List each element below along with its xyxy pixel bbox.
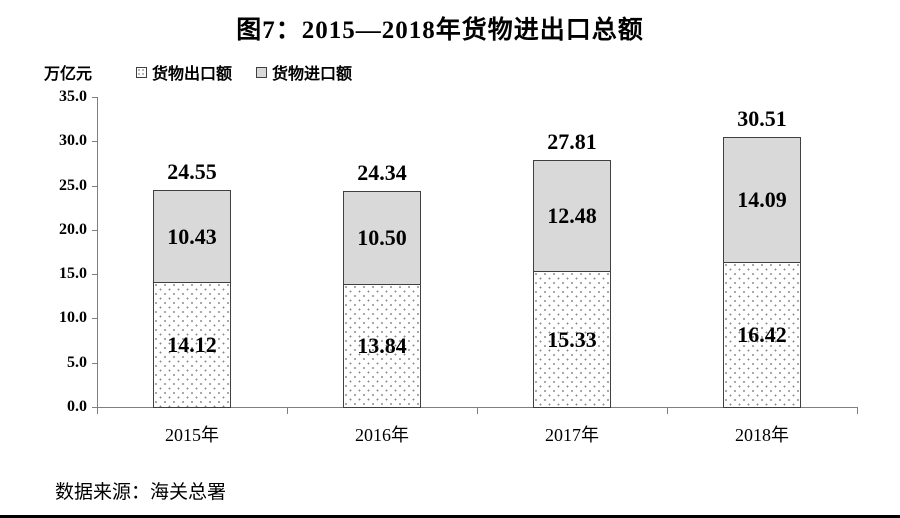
y-axis-tick-label: 30.0 xyxy=(59,132,87,150)
y-axis-tick-label: 10.0 xyxy=(59,309,87,327)
bar-segment-export[interactable]: 15.33 xyxy=(533,271,611,408)
y-axis-tick-label: 25.0 xyxy=(59,176,87,194)
bar-total-label: 27.81 xyxy=(547,129,597,154)
bar-segment-import[interactable]: 10.50 xyxy=(343,191,421,285)
bar-segment-export[interactable]: 14.12 xyxy=(153,282,231,408)
y-axis-tick xyxy=(92,185,97,187)
y-axis-tick xyxy=(92,362,97,364)
y-axis-tick xyxy=(92,97,97,98)
y-axis-line xyxy=(97,97,98,408)
legend-item-import: 货物进口额 xyxy=(256,60,352,84)
bar-segment-import[interactable]: 10.43 xyxy=(153,190,231,283)
y-axis-tick-label: 15.0 xyxy=(59,265,87,283)
y-axis-tick xyxy=(92,141,97,143)
legend-label-import: 货物进口额 xyxy=(272,66,353,83)
y-axis-unit-label: 万亿元 xyxy=(44,66,93,83)
chart-title: 图7：2015—2018年货物进出口总额 xyxy=(236,17,644,44)
y-axis-tick-label: 5.0 xyxy=(67,353,87,371)
bottom-divider xyxy=(0,515,900,518)
legend-label-export: 货物出口额 xyxy=(152,66,233,83)
bar-total-label: 24.34 xyxy=(357,160,407,185)
y-axis-tick-label: 20.0 xyxy=(59,220,87,238)
legend-item-export: 货物出口额 xyxy=(136,60,232,84)
x-category-label: 2016年 xyxy=(355,425,409,445)
import-swatch-icon xyxy=(256,66,268,78)
y-axis-tick xyxy=(92,229,97,231)
x-category-label: 2015年 xyxy=(165,425,219,445)
x-category-label: 2017年 xyxy=(545,425,599,445)
bar-segment-import[interactable]: 12.48 xyxy=(533,160,611,272)
x-axis-tick xyxy=(287,408,288,414)
y-axis-tick xyxy=(92,407,97,408)
y-axis-tick xyxy=(92,274,97,276)
export-swatch-icon xyxy=(136,66,147,78)
x-axis-tick xyxy=(857,408,858,414)
bar-segment-import[interactable]: 14.09 xyxy=(723,137,801,263)
x-axis-line xyxy=(97,407,858,408)
legend: 货物出口额 货物进口额 xyxy=(136,60,352,84)
x-category-label: 2018年 xyxy=(735,425,789,445)
bar-total-label: 24.55 xyxy=(167,159,217,184)
bar-segment-export[interactable]: 16.42 xyxy=(723,262,801,408)
source-note: 数据来源：海关总署 xyxy=(55,482,227,503)
x-axis-tick xyxy=(667,408,668,414)
y-axis-tick xyxy=(92,318,97,320)
bar-segment-export[interactable]: 13.84 xyxy=(343,284,421,408)
x-axis-tick xyxy=(97,408,98,414)
bar-total-label: 30.51 xyxy=(737,106,787,131)
x-axis-tick xyxy=(477,408,478,414)
y-axis-tick-label: 35.0 xyxy=(59,88,87,105)
y-axis-tick-label: 0.0 xyxy=(67,398,87,415)
